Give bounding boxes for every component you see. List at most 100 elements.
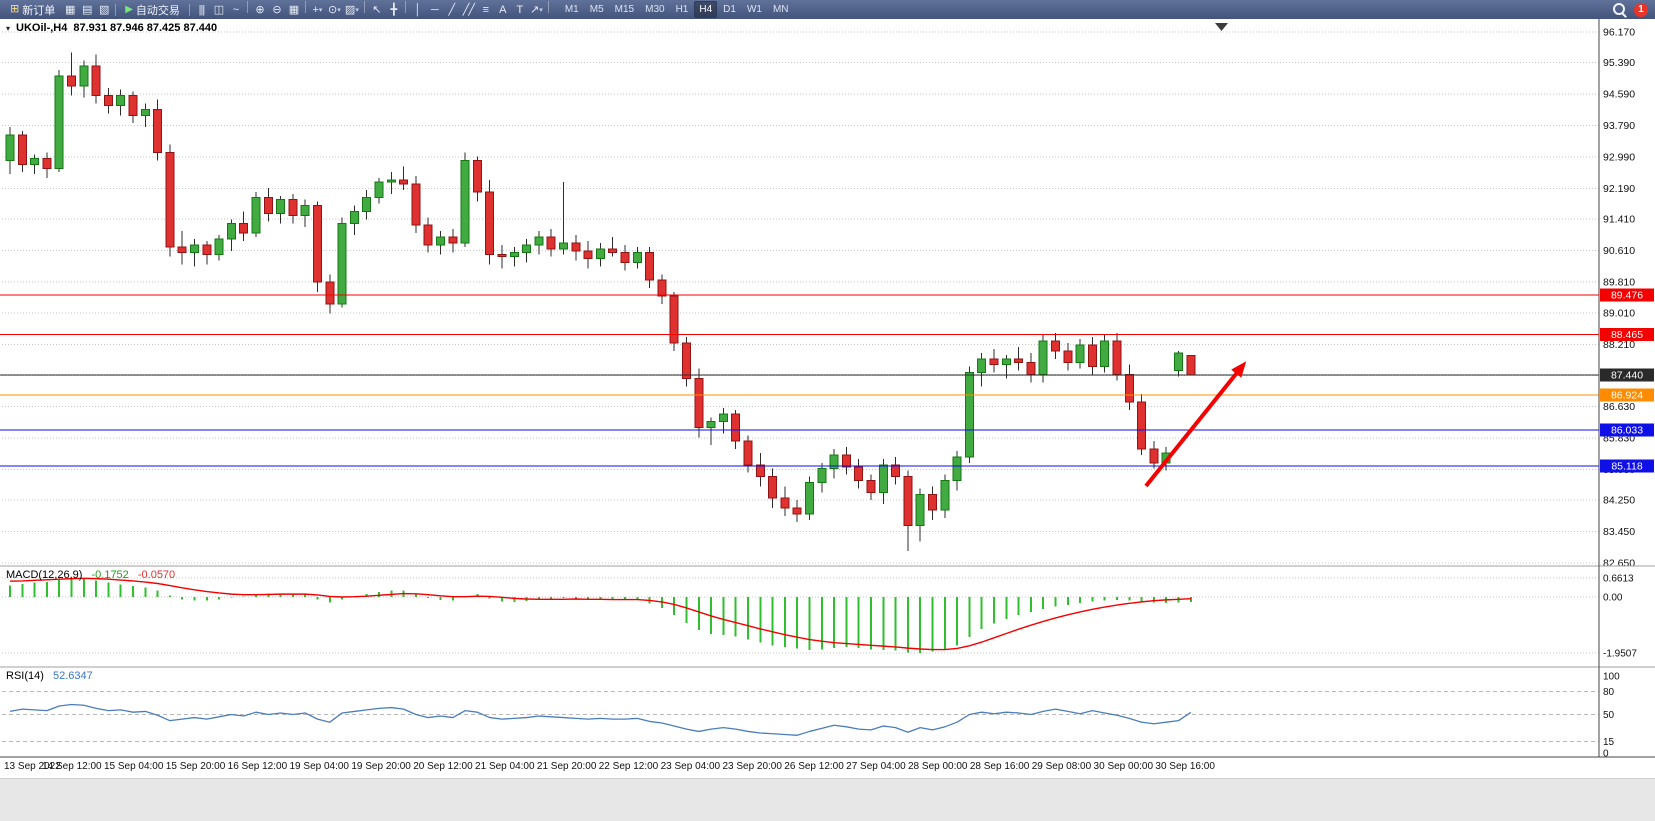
svg-text:80: 80 — [1603, 687, 1615, 698]
timeframe-mn-button[interactable]: MN — [768, 1, 794, 18]
svg-text:96.170: 96.170 — [1603, 27, 1635, 39]
new-order-button[interactable]: ⊞ 新订单 — [4, 0, 61, 19]
candlestick-chart-icon: ◫ — [213, 3, 224, 16]
tile-windows-icon: ▦ — [288, 3, 299, 16]
text-button[interactable]: A — [494, 1, 511, 20]
text-icon: A — [499, 3, 506, 16]
zoom-in-button[interactable]: ⊕ — [251, 1, 268, 20]
svg-text:22 Sep 12:00: 22 Sep 12:00 — [599, 761, 659, 772]
svg-text:28 Sep 16:00: 28 Sep 16:00 — [970, 761, 1030, 772]
price-tags[interactable]: 89.476 88.465 87.440 86.924 86.033 85.118 — [1600, 288, 1654, 473]
trendline-icon: ╱ — [448, 3, 456, 16]
svg-text:50: 50 — [1603, 710, 1615, 721]
svg-text:93.790: 93.790 — [1603, 120, 1635, 132]
charts-window-button[interactable]: ▦ — [61, 1, 78, 20]
zoom-out-button[interactable]: ⊖ — [268, 1, 285, 20]
window-icons-group: ▦ ▤ ▧ — [61, 0, 112, 20]
svg-text:91.410: 91.410 — [1603, 213, 1635, 225]
svg-text:14 Sep 12:00: 14 Sep 12:00 — [42, 761, 102, 772]
play-icon: ▶ — [125, 3, 133, 15]
period-button[interactable]: ⊙ ▾ — [326, 1, 343, 20]
svg-text:94.590: 94.590 — [1603, 89, 1635, 101]
horizontal-level-lines[interactable] — [0, 294, 1599, 467]
timeframe-h4-button[interactable]: H4 — [694, 1, 718, 18]
timeframe-m1-button[interactable]: M1 — [560, 1, 584, 18]
timeframe-d1-button[interactable]: D1 — [718, 1, 741, 18]
timeframe-w1-button[interactable]: W1 — [742, 1, 767, 18]
svg-text:82.650: 82.650 — [1603, 557, 1635, 569]
channel-button[interactable]: ╱╱ — [460, 1, 477, 20]
one-click-trading-icon[interactable]: ▾ — [6, 23, 11, 33]
bottom-area — [0, 778, 1655, 821]
timeframe-m5-button[interactable]: M5 — [585, 1, 609, 18]
notification-badge[interactable]: 1 — [1634, 2, 1648, 17]
trend-arrow[interactable] — [1144, 361, 1247, 488]
autotrading-label: 自动交易 — [135, 4, 180, 17]
template-button[interactable]: ▨ ▾ — [343, 1, 361, 20]
svg-text:26 Sep 12:00: 26 Sep 12:00 — [784, 761, 844, 772]
svg-text:100: 100 — [1603, 672, 1620, 683]
toolbar-separator — [304, 0, 306, 13]
template-icon: ▨ — [344, 3, 355, 16]
chart-symbol-period: UKOil-,H4 — [16, 22, 68, 34]
timeframe-h1-button[interactable]: H1 — [671, 1, 694, 18]
horizontal-line-button[interactable]: ─ — [426, 1, 443, 20]
navigator-icon: ▧ — [99, 3, 109, 16]
svg-text:86.924: 86.924 — [1611, 390, 1643, 402]
fibonacci-button[interactable]: ≡ — [477, 1, 494, 20]
timeframe-m15-button[interactable]: M15 — [610, 1, 639, 18]
svg-text:-1.9507: -1.9507 — [1603, 649, 1637, 660]
dropdown-caret-icon: ▾ — [539, 7, 543, 14]
macd-signal-line — [9, 577, 1191, 651]
timeframe-toolbar: M1 M5 M15 M30 H1 H4 D1 W1 MN — [560, 1, 794, 18]
timeframe-m30-button[interactable]: M30 — [640, 1, 669, 18]
arrows-button[interactable]: ↗ ▾ — [528, 1, 545, 20]
macd-name: MACD(12,26,9) — [6, 569, 83, 581]
svg-text:88.465: 88.465 — [1611, 329, 1643, 341]
charts-window-icon: ▦ — [65, 3, 75, 16]
svg-text:84.250: 84.250 — [1603, 495, 1635, 507]
svg-text:13 Sep 2022: 13 Sep 2022 — [4, 761, 61, 772]
rsi-value: 52.6347 — [52, 670, 93, 682]
rsi-name: RSI(14) — [6, 670, 44, 682]
main-toolbar: ⊞ 新订单 ▦ ▤ ▧ ▶ 自动交易 ||| ◫ ~ ⊕ ⊖ ▦ + ▾ ⊙ ▾ ▨ ▾ ↖ ╋ │ ─ ╱ ╱╱ ≡ A… — [0, 0, 1655, 19]
navigator-button[interactable]: ▧ — [95, 1, 112, 20]
toolbar-separator — [246, 0, 248, 13]
rsi-axis-labels: 100 80 50 150 — [1603, 672, 1620, 760]
trendline-button[interactable]: ╱ — [443, 1, 460, 20]
rsi-indicator-label: RSI(14) 52.6347 — [6, 670, 93, 682]
svg-text:15: 15 — [1603, 737, 1615, 748]
text-label-icon: T — [516, 3, 523, 16]
crosshair-button[interactable]: ╋ — [385, 1, 402, 20]
period-icon: ⊙ — [328, 3, 337, 16]
macd-signal-value: -0.0570 — [137, 569, 176, 581]
search-icon[interactable] — [1613, 3, 1626, 16]
svg-text:0.00: 0.00 — [1603, 593, 1623, 604]
cursor-button[interactable]: ↖ — [368, 1, 385, 20]
macd-main-value: -0.1752 — [91, 569, 129, 581]
bars-chart-button[interactable]: ||| — [193, 1, 210, 20]
svg-text:19 Sep 20:00: 19 Sep 20:00 — [351, 761, 411, 772]
svg-text:0.6613: 0.6613 — [1603, 574, 1634, 585]
bars-chart-icon: ||| — [198, 3, 206, 16]
chart-area[interactable] — [0, 19, 1655, 778]
chart-shift-marker[interactable] — [1215, 23, 1228, 31]
line-chart-button[interactable]: ~ — [227, 1, 244, 20]
price-gridlines — [2, 31, 1599, 564]
horizontal-line-icon: ─ — [430, 3, 439, 16]
market-watch-button[interactable]: ▤ — [78, 1, 95, 20]
vertical-line-button[interactable]: │ — [409, 1, 426, 20]
chart-ohlc-values: 87.931 87.946 87.425 87.440 — [73, 22, 218, 34]
toolbar-separator — [363, 0, 365, 13]
autotrading-button[interactable]: ▶ 自动交易 — [119, 0, 186, 19]
toolbar-separator — [115, 3, 117, 16]
svg-text:30 Sep 16:00: 30 Sep 16:00 — [1155, 761, 1215, 772]
svg-text:21 Sep 20:00: 21 Sep 20:00 — [537, 761, 597, 772]
tile-windows-button[interactable]: ▦ — [285, 1, 302, 20]
new-chart-button[interactable]: + ▾ — [309, 1, 326, 20]
text-label-button[interactable]: T — [511, 1, 528, 20]
zoom-out-icon: ⊖ — [272, 3, 281, 16]
candlestick-chart-button[interactable]: ◫ — [210, 1, 227, 20]
macd-indicator-label: MACD(12,26,9) -0.1752 -0.0570 — [6, 569, 175, 581]
